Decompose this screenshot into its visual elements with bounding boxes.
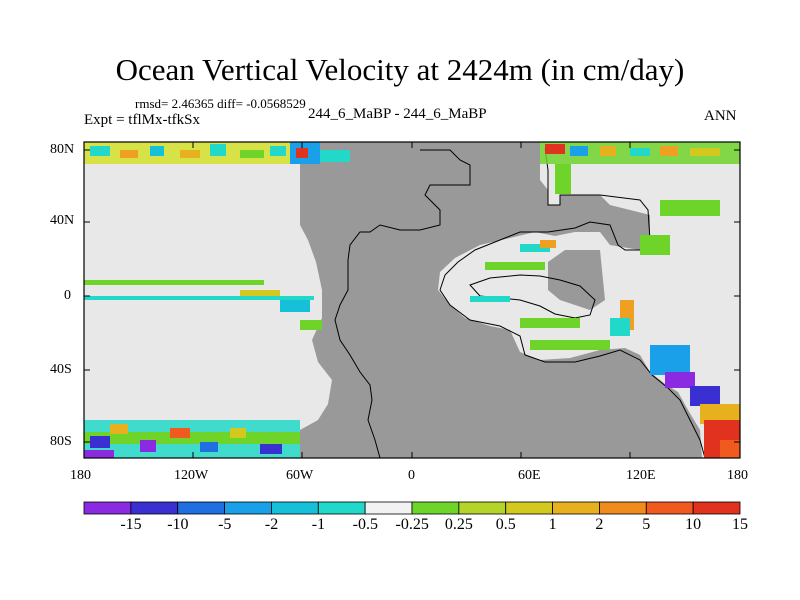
colorbar-label-9: 1 — [548, 516, 557, 533]
colorbar-swatch-9 — [505, 501, 553, 515]
colorbar-label-6: -0.25 — [395, 516, 429, 533]
plot-title: Ocean Vertical Velocity at 2424m (in cm/… — [115, 52, 685, 87]
x-tick-label-0: 0 — [408, 468, 415, 483]
x-tick-label-180w: 180 — [70, 468, 91, 483]
x-tick-label-120w: 120W — [174, 468, 209, 483]
colorbar-label-2: -5 — [218, 516, 232, 533]
colorbar-swatch-11 — [599, 501, 647, 515]
colorbar-label-5: -0.5 — [352, 516, 378, 533]
colorbar-swatch-0 — [83, 501, 132, 515]
pacific-equatorial-band — [84, 280, 322, 330]
y-tick-label-80n: 80N — [50, 142, 75, 157]
colorbar-label-3: -2 — [264, 516, 279, 533]
stats-line: rmsd= 2.46365 diff= -0.0568529 — [135, 96, 306, 111]
colorbar-swatch-6 — [364, 501, 413, 515]
colorbar-label-4: -1 — [311, 516, 326, 533]
southern-ocean-band — [84, 420, 300, 458]
colorbar-swatch-5 — [317, 501, 366, 515]
x-tick-label-60e: 60E — [518, 468, 541, 483]
arctic-band — [84, 142, 740, 194]
coastline-east — [439, 147, 706, 459]
season-label: ANN — [704, 108, 737, 124]
x-tick-label-180e: 180 — [727, 468, 748, 483]
colorbar-label-11: 5 — [642, 516, 651, 533]
colorbar-swatch-10 — [552, 501, 600, 515]
colorbar-swatch-3 — [224, 501, 272, 515]
y-tick-label-80s: 80S — [50, 434, 72, 449]
continent-land — [300, 142, 702, 458]
colorbar-swatch-2 — [177, 501, 225, 515]
x-tick-label-60w: 60W — [286, 468, 314, 483]
colorbar-label-13: 15 — [732, 516, 748, 533]
map-ticks — [83, 142, 741, 458]
coastline — [334, 149, 471, 459]
colorbar-label-12: 10 — [685, 516, 702, 533]
colorbar-swatch-13 — [692, 501, 741, 515]
colorbar-swatch-8 — [458, 501, 507, 515]
case-comparison-label: 244_6_MaBP - 244_6_MaBP — [308, 106, 487, 122]
inner-sea-patches — [470, 240, 634, 350]
colorbar-label-8: 0.5 — [495, 516, 516, 533]
colorbar-swatch-4 — [271, 501, 319, 515]
colorbar-swatch-1 — [130, 501, 179, 515]
inner-sea-land — [548, 250, 605, 310]
colorbar-label-0: -15 — [120, 516, 142, 533]
y-tick-label-0: 0 — [64, 288, 71, 303]
y-tick-label-40s: 40S — [50, 362, 72, 377]
colorbar-label-1: -10 — [167, 516, 189, 533]
east-margin-patches — [640, 200, 740, 458]
colorbar-swatch-12 — [645, 501, 694, 515]
experiment-label: Expt = tflMx-tfkSx — [84, 112, 200, 128]
colorbar-label-7: 0.25 — [444, 516, 473, 533]
y-tick-label-40n: 40N — [50, 213, 75, 228]
x-tick-label-120e: 120E — [626, 468, 656, 483]
colorbar-swatch-7 — [411, 501, 460, 515]
colorbar-label-10: 2 — [595, 516, 604, 533]
colorbar — [83, 501, 741, 515]
